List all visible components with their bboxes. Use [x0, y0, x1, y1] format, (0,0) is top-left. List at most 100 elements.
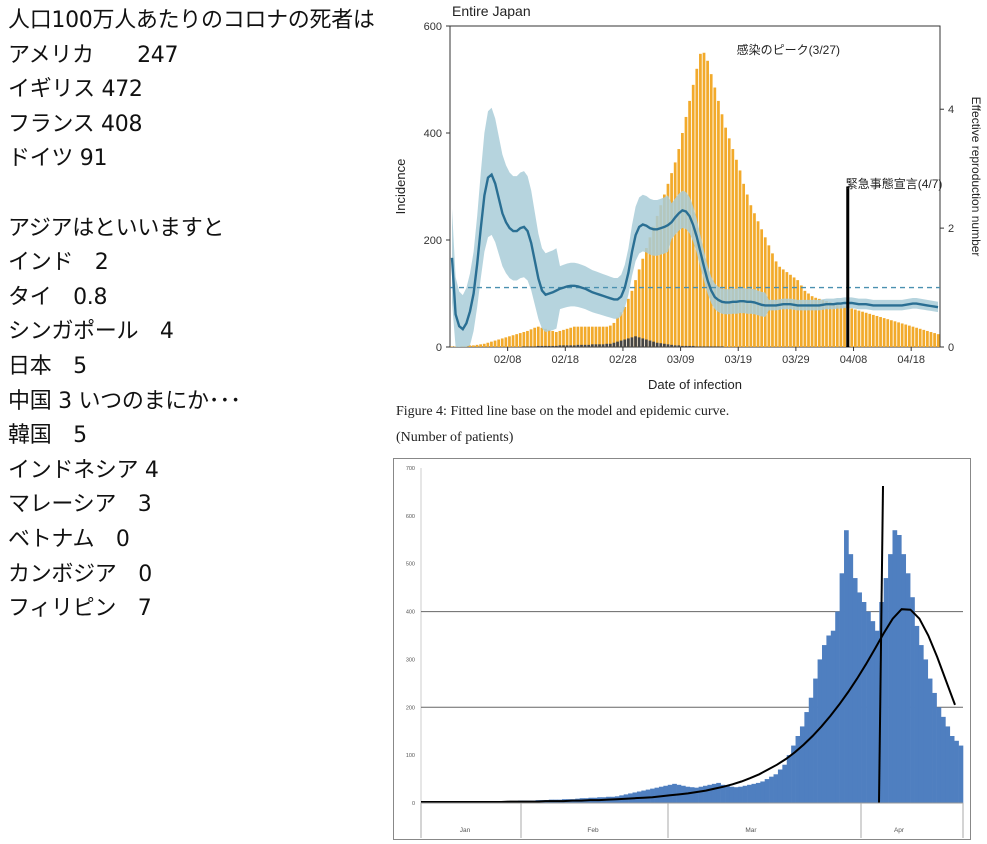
incidence-bar	[814, 297, 818, 347]
incidence-bar	[558, 330, 562, 347]
incidence-bar	[580, 326, 583, 347]
incidence-bar	[763, 237, 767, 347]
patient-bar	[738, 786, 743, 803]
incidence-bar	[785, 272, 789, 347]
patient-bar	[848, 554, 854, 803]
patient-bar	[910, 597, 915, 803]
incidence-bar	[886, 319, 890, 347]
patient-bar	[751, 783, 757, 803]
imported-bar	[547, 345, 551, 347]
imported-bar	[598, 344, 601, 347]
patient-bar	[711, 783, 717, 803]
incidence-bar	[482, 343, 486, 347]
incidence-bar	[709, 74, 713, 348]
incidence-bar	[724, 127, 727, 348]
patient-bar	[813, 678, 818, 803]
incidence-bar	[832, 303, 836, 347]
patient-bar	[896, 535, 902, 803]
patient-bar	[760, 781, 766, 803]
patient-bar	[866, 611, 871, 803]
incidence-bar	[634, 280, 637, 347]
imported-bar	[702, 346, 706, 347]
imported-bar	[688, 345, 691, 347]
y-tick-label: 100	[406, 753, 415, 759]
month-label: Mar	[745, 827, 757, 834]
text-line: アメリカ 247	[8, 42, 179, 68]
incidence-bar	[735, 159, 738, 347]
patient-bar	[927, 678, 933, 803]
patient-bar	[703, 785, 708, 803]
incidence-bar	[753, 213, 756, 347]
y-tick-label: 600	[424, 21, 442, 33]
text-line: ドイツ 91	[8, 146, 108, 172]
incidence-bar	[529, 329, 533, 347]
month-label: Apr	[894, 827, 905, 834]
patient-bar	[689, 787, 695, 803]
patient-bar	[764, 779, 770, 803]
imported-bar	[630, 337, 634, 347]
incidence-bar	[544, 328, 547, 347]
patient-bar	[830, 630, 836, 803]
patient-bar	[804, 712, 810, 803]
incidence-bar	[637, 269, 641, 347]
incidence-bar	[616, 317, 619, 347]
imported-bar	[533, 346, 537, 347]
patient-bar	[645, 789, 651, 803]
y-tick-label: 600	[406, 514, 415, 520]
patient-bar	[733, 787, 739, 803]
y2-axis-label: Effective reproduction number	[969, 97, 983, 257]
imported-bar	[641, 338, 645, 347]
incidence-bar	[926, 330, 929, 347]
incidence-bar	[490, 341, 493, 347]
y-tick-label: 400	[406, 610, 415, 616]
incidence-bar	[518, 333, 522, 347]
incidence-bar	[850, 308, 854, 347]
y-tick-label: 200	[424, 235, 442, 247]
imported-bar	[554, 345, 558, 347]
y-tick-label: 200	[406, 705, 415, 711]
incidence-bar	[821, 299, 825, 347]
patient-bar	[654, 787, 660, 803]
text-line	[8, 177, 393, 212]
chart-title: Entire Japan	[452, 3, 531, 19]
imported-bar	[608, 343, 612, 347]
x-tick-label: 03/19	[724, 354, 752, 366]
incidence-bar	[666, 183, 670, 347]
incidence-bar	[713, 87, 717, 348]
y-tick-label: 400	[424, 128, 442, 140]
entire-japan-chart: 0 200 400 600 0 2 4 02/08 02/18 02/28 03/09 03/19 03…	[393, 3, 983, 392]
patient-bar	[901, 554, 907, 803]
text-line: インド 2	[8, 250, 109, 276]
incidence-bar	[889, 320, 893, 347]
incidence-bar	[515, 334, 519, 347]
incidence-bar	[565, 328, 569, 347]
text-line: アジアはといいますと	[8, 215, 225, 241]
x-tick-label: 04/18	[897, 354, 925, 366]
patient-bar	[857, 592, 862, 803]
left-text-panel: 人口100万人あたりのコロナの死者は アメリカ 247 イギリス 472 フランス 4…	[8, 4, 393, 627]
text-line: イギリス 472	[8, 77, 143, 103]
incidence-bar	[598, 326, 601, 347]
incidence-bar	[587, 326, 591, 347]
patient-bar	[694, 787, 699, 803]
imported-bar	[684, 345, 688, 347]
patient-bar	[808, 697, 814, 803]
incidence-bar	[677, 149, 681, 347]
imported-bar	[691, 345, 695, 347]
imported-bar	[616, 341, 619, 347]
incidence-bar	[500, 338, 504, 347]
y-tick-label: 700	[406, 466, 415, 472]
incidence-bar	[659, 205, 663, 347]
patient-bar	[852, 578, 858, 803]
text-line: 韓国 5	[8, 423, 87, 449]
y2-tick-label: 4	[948, 104, 954, 116]
text-line: ベトナム 0	[8, 526, 130, 552]
incidence-bar	[706, 60, 709, 348]
month-label: Jan	[460, 827, 471, 834]
incidence-bar	[828, 302, 832, 347]
patient-bar	[707, 784, 713, 803]
incidence-bar	[681, 133, 684, 347]
imported-bar	[605, 343, 609, 347]
annotation-emergency: 緊急事態宣言(4/7)	[846, 176, 943, 191]
imported-bar	[713, 346, 717, 347]
